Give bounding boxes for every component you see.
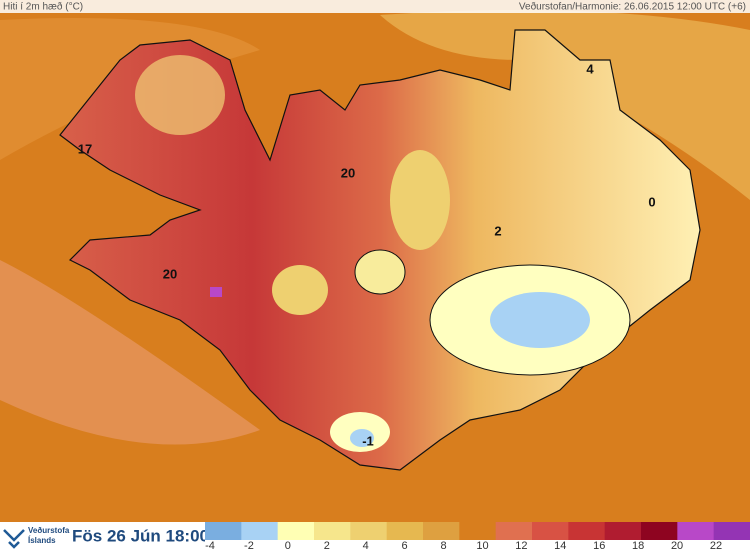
legend-swatch [568,522,606,540]
map-label: -1 [362,433,374,448]
highland [135,55,225,135]
footer [0,522,205,552]
sea-band [0,260,260,445]
legend-label: 22 [710,540,722,552]
glacier-ice [490,292,590,348]
legend-label: 8 [440,540,446,552]
legend-swatch [386,522,424,540]
header-source: Veðurstofan/Harmonie: 26.06.2015 12:00 U… [519,1,746,13]
valid-time: Fös 26 Jún 18:00 [72,526,209,545]
logo-text: Veðurstofa [28,526,70,535]
highland [390,150,450,250]
legend-label: -2 [244,540,254,552]
legend-label: -4 [205,540,215,552]
sea-band [380,10,750,200]
legend-swatch [314,522,351,540]
legend-swatch [277,522,315,540]
glacier [354,249,406,295]
legend-swatch [241,522,279,540]
legend: -4 -2 0 2 4 6 8 10 12 14 16 18 20 22 [205,522,750,552]
legend-label: 14 [554,540,566,552]
map-label: 4 [586,61,594,76]
legend-label: 2 [324,540,330,552]
highland [272,265,328,315]
legend-swatch [713,522,750,540]
legend-label: 10 [476,540,488,552]
header-title: Hiti í 2m hæð (°C) [3,1,83,13]
legend-swatch [459,522,497,540]
map-label: 20 [163,266,177,281]
legend-swatch [677,522,715,540]
map-label: 17 [78,141,92,156]
legend-swatch [423,522,460,540]
legend-label: 0 [285,540,291,552]
legend-label: 20 [671,540,683,552]
legend-label: 12 [515,540,527,552]
hot-spot [210,287,222,297]
legend-label: 18 [632,540,644,552]
map-label: 20 [341,165,355,180]
legend-swatch [495,522,533,540]
legend-swatch [604,522,642,540]
legend-label: 6 [402,540,408,552]
legend-swatch [532,522,569,540]
logo-icon [3,529,25,549]
legend-swatch [205,522,242,540]
legend-label: 4 [363,540,369,552]
header-bar [0,0,750,13]
legend-swatch [350,522,388,540]
map-label: 2 [494,223,501,238]
glacier-ice [350,429,374,447]
logo-text: Íslands [28,536,56,545]
legend-label-strip [205,540,750,552]
map-label: 0 [648,194,655,209]
legend-label: 16 [593,540,605,552]
legend-swatch [641,522,678,540]
